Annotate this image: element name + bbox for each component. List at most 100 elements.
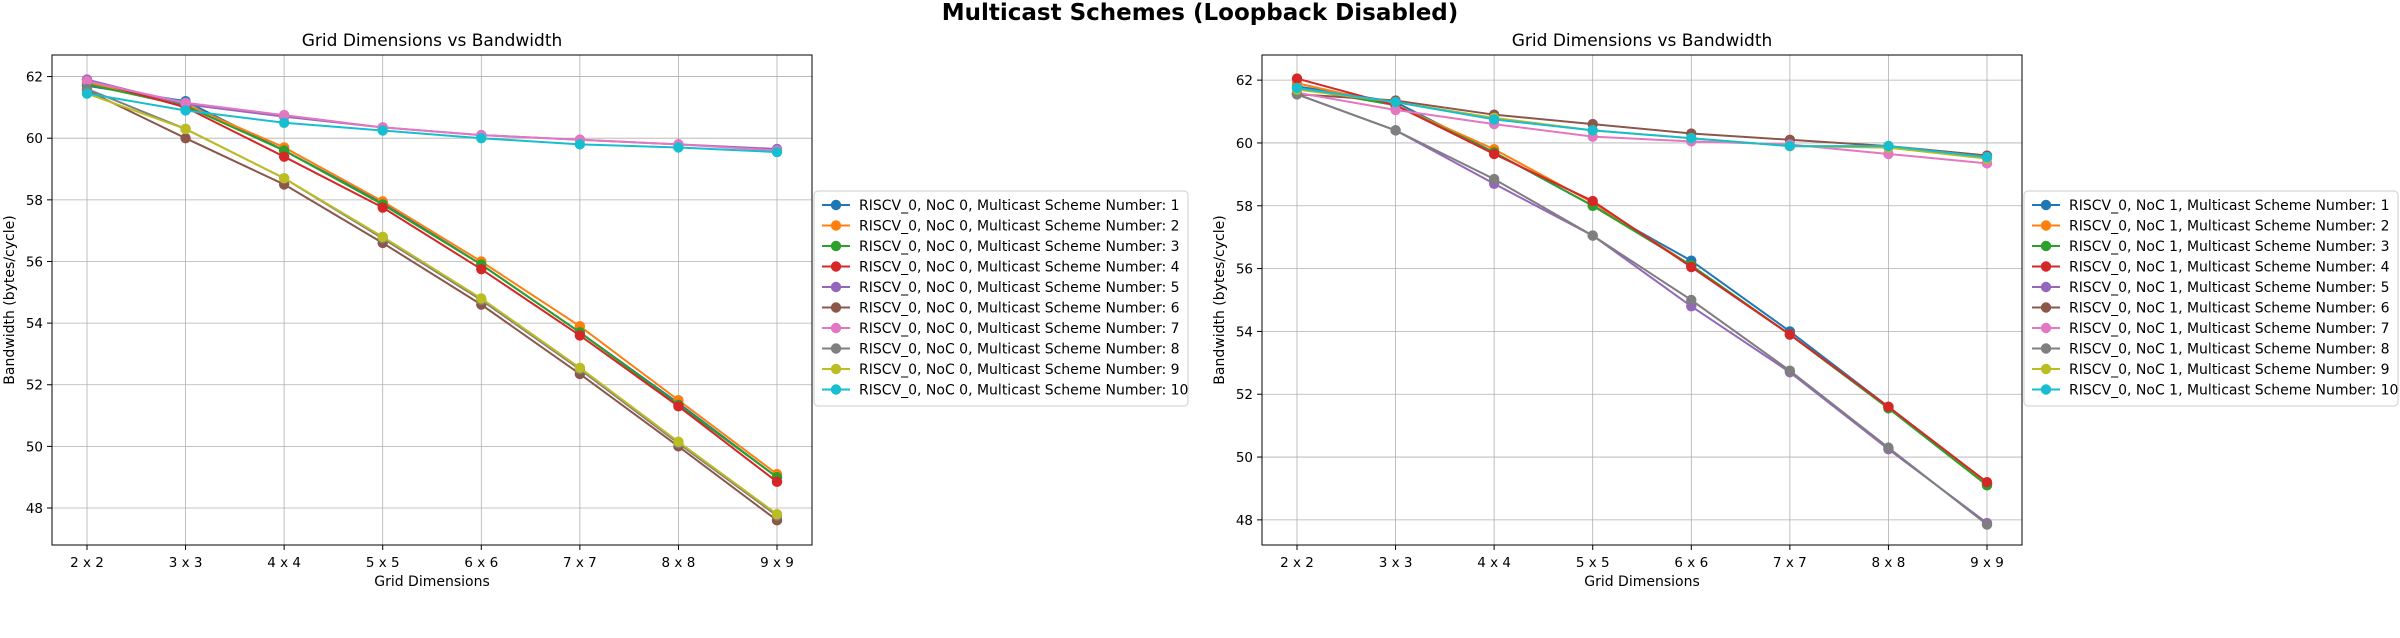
figure-suptitle: Multicast Schemes (Loopback Disabled) bbox=[941, 0, 1459, 26]
data-point bbox=[278, 117, 290, 128]
legend-swatch-marker bbox=[830, 322, 842, 334]
legend-entry: RISCV_0, NoC 1, Multicast Scheme Number:… bbox=[2069, 280, 2390, 296]
legend-entry: RISCV_0, NoC 0, Multicast Scheme Number:… bbox=[859, 260, 1180, 276]
data-point bbox=[1784, 329, 1796, 340]
x-tick-label: 4 x 4 bbox=[1477, 555, 1511, 571]
legend-entry: RISCV_0, NoC 1, Multicast Scheme Number:… bbox=[2069, 383, 2398, 399]
series-line-8 bbox=[1296, 93, 1988, 526]
series-line-10 bbox=[1296, 86, 1988, 159]
legend-swatch-marker bbox=[830, 199, 842, 211]
data-point bbox=[1488, 114, 1500, 125]
legend-swatch-marker bbox=[830, 240, 842, 252]
x-tick-label: 9 x 9 bbox=[760, 555, 794, 571]
y-tick-label: 48 bbox=[26, 501, 43, 517]
data-point bbox=[377, 202, 388, 213]
x-tick-label: 8 x 8 bbox=[662, 555, 696, 571]
legend-entry: RISCV_0, NoC 1, Multicast Scheme Number:… bbox=[2069, 198, 2390, 214]
data-point bbox=[1488, 173, 1500, 185]
data-point bbox=[771, 476, 783, 488]
legend-swatch-marker bbox=[2040, 363, 2052, 375]
legend-entry: RISCV_0, NoC 0, Multicast Scheme Number:… bbox=[859, 280, 1180, 296]
chart-title: Grid Dimensions vs Bandwidth bbox=[302, 31, 563, 51]
data-point bbox=[574, 330, 586, 341]
series-line-7 bbox=[86, 80, 778, 152]
legend-swatch-marker bbox=[2040, 240, 2052, 252]
x-tick-label: 3 x 3 bbox=[169, 555, 203, 571]
axes-frame bbox=[1261, 54, 2023, 546]
series-line-8 bbox=[86, 87, 778, 517]
series-line-6 bbox=[86, 89, 778, 522]
legend-entry: RISCV_0, NoC 0, Multicast Scheme Number:… bbox=[859, 383, 1188, 399]
y-tick-label: 52 bbox=[1236, 387, 1253, 403]
y-tick-label: 58 bbox=[1236, 199, 1253, 215]
chart-title: Grid Dimensions vs Bandwidth bbox=[1512, 31, 1773, 51]
legend-swatch-marker bbox=[830, 384, 842, 395]
x-tick-label: 5 x 5 bbox=[1576, 555, 1610, 571]
legend-swatch-marker bbox=[2040, 261, 2052, 272]
x-axis-label: Grid Dimensions bbox=[1584, 574, 1700, 590]
data-point bbox=[1291, 73, 1303, 84]
x-tick-label: 7 x 7 bbox=[563, 555, 597, 571]
legend-entry: RISCV_0, NoC 0, Multicast Scheme Number:… bbox=[859, 239, 1180, 255]
x-axis-label: Grid Dimensions bbox=[374, 574, 490, 590]
x-tick-label: 9 x 9 bbox=[1970, 555, 2004, 571]
legend-swatch-marker bbox=[2040, 343, 2052, 354]
y-tick-label: 56 bbox=[26, 254, 43, 270]
data-point bbox=[574, 139, 586, 150]
legend-entry: RISCV_0, NoC 0, Multicast Scheme Number:… bbox=[859, 342, 1180, 358]
chart-panel-noc1: 2 x 2 3 x 3 4 x 4 5 x 5 6 x 6 7 x 7 8 x 8 9 x 9… bbox=[1212, 31, 2399, 590]
data-point bbox=[1291, 82, 1303, 94]
axes-frame bbox=[51, 54, 813, 546]
data-point bbox=[1981, 151, 1993, 163]
series-line-6 bbox=[1296, 93, 1988, 157]
data-point bbox=[180, 97, 191, 108]
data-point bbox=[1883, 140, 1894, 152]
legend-entry: RISCV_0, NoC 1, Multicast Scheme Number:… bbox=[2069, 301, 2390, 317]
data-point bbox=[377, 125, 388, 136]
legend-entry: RISCV_0, NoC 1, Multicast Scheme Number:… bbox=[2069, 219, 2390, 235]
data-point bbox=[1390, 96, 1401, 108]
legend-box bbox=[2023, 190, 2399, 407]
data-point bbox=[1883, 401, 1894, 412]
data-point bbox=[1488, 148, 1500, 160]
data-point bbox=[1686, 294, 1697, 306]
legend-entry: RISCV_0, NoC 0, Multicast Scheme Number:… bbox=[859, 219, 1180, 235]
data-point bbox=[673, 401, 684, 412]
x-tick-label: 3 x 3 bbox=[1379, 555, 1413, 571]
data-point bbox=[1981, 476, 1993, 488]
x-tick-label: 6 x 6 bbox=[464, 555, 498, 571]
legend-swatch-marker bbox=[830, 281, 842, 293]
data-point bbox=[476, 133, 487, 144]
data-point bbox=[673, 142, 684, 153]
y-tick-label: 62 bbox=[1236, 73, 1253, 89]
data-point bbox=[1686, 261, 1697, 273]
legend-entry: RISCV_0, NoC 1, Multicast Scheme Number:… bbox=[2069, 362, 2390, 378]
legend-swatch-marker bbox=[2040, 281, 2052, 293]
legend-box bbox=[813, 190, 1189, 407]
data-point bbox=[1686, 133, 1697, 144]
data-point bbox=[377, 231, 388, 243]
y-tick-label: 54 bbox=[1236, 324, 1253, 340]
data-point bbox=[278, 173, 290, 184]
legend-swatch-marker bbox=[830, 220, 842, 231]
y-tick-label: 56 bbox=[1236, 262, 1253, 278]
legend-swatch-marker bbox=[830, 302, 842, 313]
data-point bbox=[1390, 104, 1401, 116]
data-point bbox=[81, 88, 93, 99]
legend-swatch-marker bbox=[2040, 199, 2052, 211]
x-tick-label: 2 x 2 bbox=[70, 555, 104, 571]
y-tick-label: 50 bbox=[26, 439, 43, 455]
legend-entry: RISCV_0, NoC 1, Multicast Scheme Number:… bbox=[2069, 260, 2390, 276]
y-tick-label: 54 bbox=[26, 316, 43, 332]
y-tick-label: 60 bbox=[1236, 136, 1253, 152]
data-point bbox=[574, 362, 586, 373]
y-axis-label: Bandwidth (bytes/cycle) bbox=[1212, 215, 1228, 384]
y-tick-label: 50 bbox=[1236, 450, 1253, 466]
x-tick-label: 6 x 6 bbox=[1674, 555, 1708, 571]
series-line-2 bbox=[86, 81, 778, 475]
legend-entry: RISCV_0, NoC 0, Multicast Scheme Number:… bbox=[859, 321, 1180, 337]
data-point bbox=[771, 508, 783, 520]
data-point bbox=[1784, 140, 1796, 152]
data-point bbox=[1390, 125, 1401, 136]
